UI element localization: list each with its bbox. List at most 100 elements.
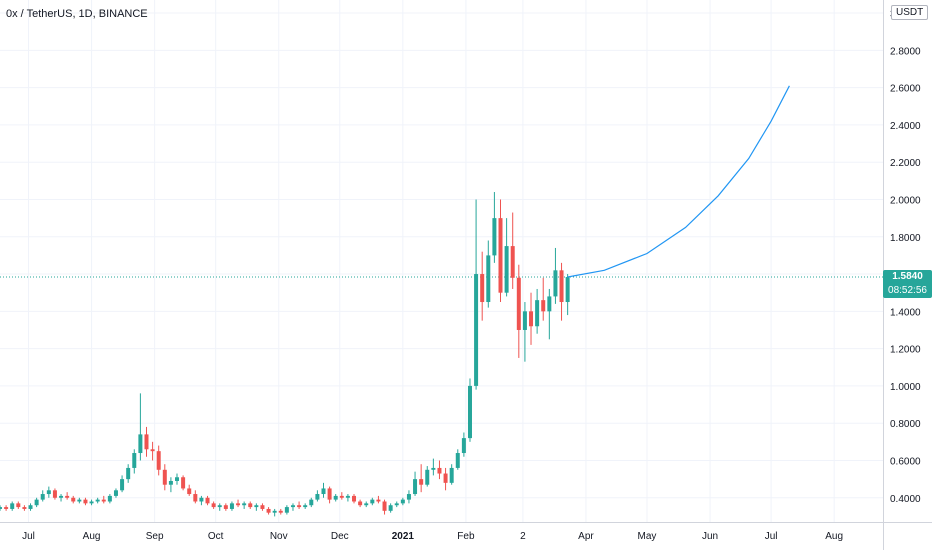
y-tick-label: 2.8000 xyxy=(890,46,921,57)
candle xyxy=(370,497,375,506)
y-tick-label: 2.2000 xyxy=(890,158,921,169)
candle-body xyxy=(345,495,350,498)
candle-body xyxy=(40,494,45,500)
candle xyxy=(425,466,430,487)
candle-body xyxy=(467,385,472,439)
candle-body xyxy=(480,274,485,303)
candle-body xyxy=(248,503,253,508)
candle-body xyxy=(126,467,131,480)
y-tick-label: 2.4000 xyxy=(890,121,921,132)
candle-body xyxy=(535,300,540,327)
candle-body xyxy=(358,501,363,506)
candle-body xyxy=(498,218,503,293)
candle-body xyxy=(16,503,21,508)
candle-body xyxy=(394,503,399,506)
y-tick-label: 1.0000 xyxy=(890,382,921,393)
candle-body xyxy=(144,434,149,450)
candle-body xyxy=(156,451,161,470)
candle xyxy=(449,464,454,485)
candle-body xyxy=(449,467,454,483)
candle-body xyxy=(278,510,283,513)
candle-body xyxy=(10,503,15,509)
candle xyxy=(10,501,15,511)
candle-body xyxy=(260,505,265,509)
candle xyxy=(510,212,515,289)
x-tick-label: Aug xyxy=(825,531,843,542)
candle-body xyxy=(187,488,192,495)
candle xyxy=(150,441,155,461)
candle xyxy=(413,471,418,496)
candle-body xyxy=(175,477,180,481)
candle-body xyxy=(89,501,94,504)
candle-body xyxy=(327,488,332,500)
candle-body xyxy=(120,479,125,491)
candle-body xyxy=(46,490,51,495)
candle-body xyxy=(522,311,527,330)
candle-body xyxy=(254,505,259,508)
candle-body xyxy=(474,274,479,386)
candle-body xyxy=(0,507,2,509)
candle xyxy=(529,292,534,345)
candle xyxy=(522,302,527,362)
y-tick-label: 2.0000 xyxy=(890,195,921,206)
y-tick-label: 1.4000 xyxy=(890,307,921,318)
candle xyxy=(333,494,338,502)
candle-body xyxy=(315,494,320,500)
candle xyxy=(461,432,466,457)
candle-body xyxy=(113,490,118,496)
y-tick-label: 1.8000 xyxy=(890,233,921,244)
candle-body xyxy=(382,501,387,511)
candle-body xyxy=(272,510,277,513)
candle-body xyxy=(370,499,375,504)
candle xyxy=(504,218,509,297)
candle-body xyxy=(388,505,393,511)
projection-curve xyxy=(567,85,790,278)
candle-body xyxy=(339,495,344,498)
candle xyxy=(474,199,479,390)
candle-body xyxy=(242,503,247,506)
candle-body xyxy=(266,508,271,513)
bar-countdown-tag: 08:52:56 xyxy=(883,284,932,299)
candle xyxy=(28,503,33,511)
currency-badge[interactable]: USDT xyxy=(891,5,929,20)
candle xyxy=(144,426,149,457)
candle xyxy=(217,503,222,511)
x-tick-label: Aug xyxy=(83,531,101,542)
candle-body xyxy=(431,467,436,470)
candle xyxy=(187,484,192,496)
candle xyxy=(223,503,228,511)
candle-body xyxy=(486,255,491,303)
candle xyxy=(162,464,167,491)
candle xyxy=(382,499,387,515)
candle xyxy=(236,499,241,508)
candle-body xyxy=(290,505,295,508)
candle xyxy=(260,503,265,511)
candle-body xyxy=(132,453,137,468)
candle xyxy=(89,499,94,506)
candle xyxy=(480,251,485,321)
candle xyxy=(16,501,21,509)
candle-body xyxy=(59,495,64,498)
x-tick-label: 2021 xyxy=(392,531,415,542)
x-tick-label: May xyxy=(638,531,657,542)
candle xyxy=(242,501,247,509)
candle-body xyxy=(101,499,106,502)
candle-body xyxy=(211,503,216,508)
candle xyxy=(321,482,326,498)
candle-body xyxy=(364,503,369,506)
candle xyxy=(364,501,369,508)
candle xyxy=(284,505,289,515)
symbol-title: 0x / TetherUS, 1D, BINANCE xyxy=(6,8,148,20)
candle-body xyxy=(181,477,186,489)
candle xyxy=(95,497,100,504)
candle xyxy=(388,503,393,513)
candle xyxy=(419,464,424,493)
candle xyxy=(156,445,161,476)
candle-body xyxy=(309,499,314,506)
candle xyxy=(443,467,448,491)
candle xyxy=(467,378,472,442)
candle xyxy=(71,495,76,504)
candle xyxy=(83,497,88,506)
candle xyxy=(52,488,57,500)
